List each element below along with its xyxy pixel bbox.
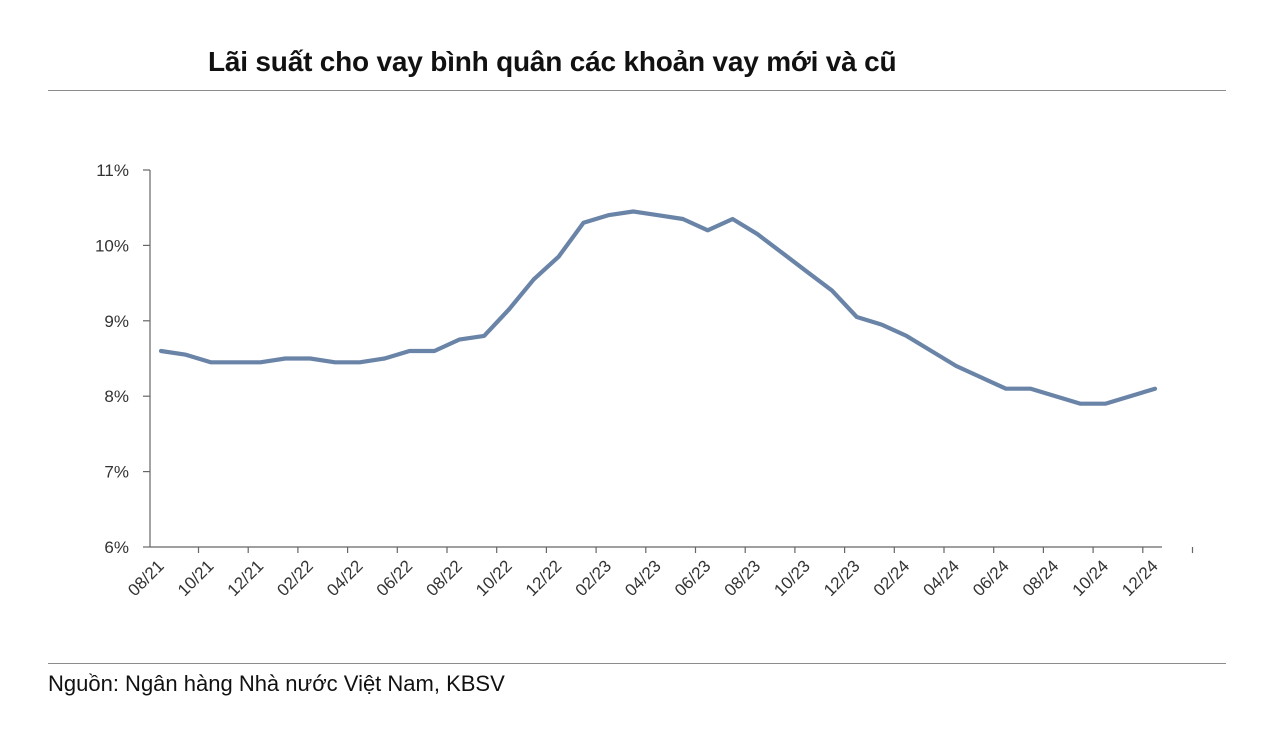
source-note: Nguồn: Ngân hàng Nhà nước Việt Nam, KBSV xyxy=(48,671,505,696)
bottom-divider xyxy=(48,663,1226,664)
y-tick-label: 7% xyxy=(104,463,129,482)
x-tick-label: 10/22 xyxy=(472,556,516,600)
x-tick-label: 08/23 xyxy=(721,556,765,600)
x-tick-label: 04/24 xyxy=(920,556,964,600)
y-tick-label: 11% xyxy=(96,161,129,180)
x-tick-label: 08/24 xyxy=(1019,556,1063,600)
x-axis: 08/21 10/21 12/21 02/22 04/22 06/22 08/22 10/22… xyxy=(124,546,1194,600)
chart-title: Lãi suất cho vay bình quân các khoản vay… xyxy=(208,46,897,77)
x-tick-label: 08/21 xyxy=(124,556,168,600)
series-group xyxy=(158,209,1158,406)
y-tick-label: 6% xyxy=(104,538,129,557)
x-tick-label: 02/24 xyxy=(870,556,914,600)
x-tick-label: 06/23 xyxy=(671,556,715,600)
x-tick-label: 12/23 xyxy=(820,556,864,600)
x-tick-label: 06/22 xyxy=(373,556,417,600)
y-tick-label: 8% xyxy=(104,387,129,406)
x-tick-label: 02/23 xyxy=(572,556,616,600)
y-axis: 6% 7% 8% 9% 10% 11% xyxy=(95,161,151,557)
x-tick-label: 06/24 xyxy=(969,556,1013,600)
x-tick-label: 04/22 xyxy=(323,556,367,600)
x-tick-label: 10/24 xyxy=(1069,556,1113,600)
x-tick-label: 02/22 xyxy=(273,556,317,600)
top-divider xyxy=(48,90,1226,91)
x-tick-label: 10/23 xyxy=(770,556,814,600)
x-tick-label: 10/21 xyxy=(174,556,218,600)
x-tick-label: 08/22 xyxy=(423,556,467,600)
x-tick-label: 12/21 xyxy=(224,556,268,600)
x-tick-label: 12/22 xyxy=(522,556,566,600)
x-tick-label: 04/23 xyxy=(621,556,665,600)
y-tick-label: 9% xyxy=(104,312,129,331)
series-line xyxy=(158,209,1158,406)
y-tick-label: 10% xyxy=(95,236,129,255)
x-tick-label: 12/24 xyxy=(1118,556,1162,600)
